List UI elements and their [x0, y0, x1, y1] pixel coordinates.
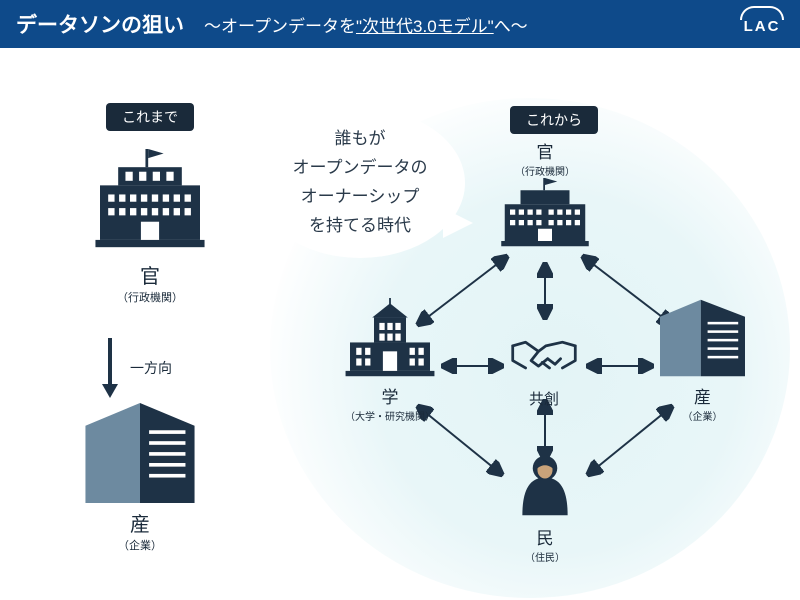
gov-building-icon — [501, 178, 589, 248]
header: データソンの狙い ～オープンデータを"次世代3.0モデル"へ～ LAC — [0, 0, 800, 48]
logo: LAC — [740, 6, 784, 35]
page-subtitle: ～オープンデータを"次世代3.0モデル"へ～ — [204, 12, 528, 37]
content: これまで 官 （行政機関） 一方向 — [0, 48, 800, 600]
office-building-icon — [660, 298, 745, 378]
university-icon — [345, 298, 435, 378]
person-icon — [516, 453, 574, 519]
page-title: データソンの狙い — [16, 9, 184, 39]
handshake-icon — [505, 333, 583, 379]
node-citizen: 民 （住民） — [510, 453, 580, 564]
node-industry: 産 （企業） — [655, 298, 750, 423]
logo-text: LAC — [740, 18, 784, 35]
center-label: 共創 — [505, 388, 583, 409]
node-gov: 官 （行政機関） — [500, 138, 590, 253]
center-hub: 共創 — [505, 333, 583, 409]
node-academia: 学 （大学・研究機関） — [340, 298, 440, 423]
